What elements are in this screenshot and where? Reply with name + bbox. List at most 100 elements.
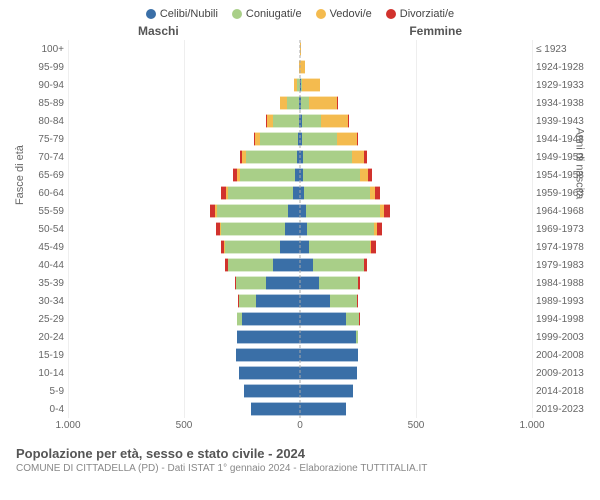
bar-segment	[348, 114, 349, 128]
age-label: 35-39	[10, 274, 64, 292]
bar-segment	[300, 294, 330, 308]
bar-segment	[300, 312, 346, 326]
bar-segment	[346, 312, 359, 326]
legend-label: Vedovi/e	[330, 8, 372, 20]
bar-segment	[300, 366, 357, 380]
age-label: 75-79	[10, 130, 64, 148]
bar-segment	[236, 276, 266, 290]
legend-label: Coniugati/e	[246, 8, 302, 20]
bar-segment	[225, 240, 281, 254]
bar-segment	[313, 258, 364, 272]
bar-segment	[288, 204, 300, 218]
age-label: 5-9	[10, 382, 64, 400]
age-label: 20-24	[10, 328, 64, 346]
birth-year-label: 1939-1943	[536, 112, 590, 130]
age-label: 30-34	[10, 292, 64, 310]
bar-segment	[357, 132, 358, 146]
bar-segment	[242, 312, 300, 326]
bar-segment	[217, 204, 289, 218]
bar-segment	[303, 150, 352, 164]
bar-segment	[246, 150, 297, 164]
bar-segment	[280, 240, 300, 254]
bar-segment	[309, 240, 369, 254]
bar-segment	[302, 132, 337, 146]
birth-year-label: 1964-1968	[536, 202, 590, 220]
birth-year-label: 1954-1958	[536, 166, 590, 184]
bar-segment	[273, 114, 299, 128]
legend: Celibi/Nubili Coniugati/e Vedovi/e Divorzia…	[8, 8, 592, 20]
age-label: 55-59	[10, 202, 64, 220]
grid-line	[532, 40, 533, 418]
male-label: Maschi	[138, 24, 179, 38]
x-tick-label: 1.000	[55, 420, 80, 431]
birth-year-label: 1959-1963	[536, 184, 590, 202]
bar-segment	[300, 402, 346, 416]
birth-year-label: 1924-1928	[536, 58, 590, 76]
bar-segment	[287, 96, 300, 110]
chart-footer: Popolazione per età, sesso e stato civil…	[16, 446, 584, 474]
birth-year-label: 1974-1978	[536, 238, 590, 256]
bar-segment	[302, 78, 319, 92]
bar-segment	[228, 258, 273, 272]
bar-segment	[356, 330, 358, 344]
bar-segment	[256, 294, 300, 308]
birth-year-label: 1999-2003	[536, 328, 590, 346]
bar-segment	[300, 240, 309, 254]
bar-segment	[337, 132, 357, 146]
birth-year-label: 1984-1988	[536, 274, 590, 292]
x-tick-label: 500	[408, 420, 425, 431]
x-tick-label: 1.000	[519, 420, 544, 431]
age-label: 10-14	[10, 364, 64, 382]
bar-segment	[303, 168, 360, 182]
age-label: 70-74	[10, 148, 64, 166]
legend-swatch	[232, 9, 242, 19]
legend-swatch	[146, 9, 156, 19]
bar-segment	[375, 186, 380, 200]
birth-year-label: 1979-1983	[536, 256, 590, 274]
legend-label: Divorziati/e	[400, 8, 454, 20]
bar-segment	[306, 204, 380, 218]
birth-year-label: 1969-1973	[536, 220, 590, 238]
bar-segment	[364, 258, 367, 272]
age-label: 85-89	[10, 94, 64, 112]
bar-segment	[228, 186, 293, 200]
birth-year-label: 2014-2018	[536, 382, 590, 400]
bar-segment	[236, 348, 300, 362]
bar-segment	[304, 186, 370, 200]
bar-segment	[237, 330, 300, 344]
bar-segment	[371, 240, 376, 254]
bar-segment	[321, 114, 348, 128]
birth-year-label: 1994-1998	[536, 310, 590, 328]
age-label: 95-99	[10, 58, 64, 76]
bar-segment	[368, 168, 371, 182]
bar-segment	[300, 258, 313, 272]
age-label: 90-94	[10, 76, 64, 94]
bar-segment	[357, 294, 358, 308]
chart-title: Popolazione per età, sesso e stato civil…	[16, 446, 584, 461]
bar-segment	[300, 60, 305, 74]
center-axis-line	[300, 40, 301, 418]
bar-segment	[364, 150, 366, 164]
age-label: 100+	[10, 40, 64, 58]
birth-year-label: 1934-1938	[536, 94, 590, 112]
legend-item: Coniugati/e	[232, 8, 302, 20]
x-tick-label: 500	[176, 420, 193, 431]
age-label: 25-29	[10, 310, 64, 328]
bar-segment	[239, 294, 256, 308]
bar-segment	[260, 132, 298, 146]
bar-segment	[301, 96, 309, 110]
bar-segment	[358, 276, 360, 290]
legend-swatch	[316, 9, 326, 19]
birth-year-label: 1949-1953	[536, 148, 590, 166]
bar-segment	[239, 366, 300, 380]
x-tick-label: 0	[297, 420, 303, 431]
birth-year-label: 1929-1933	[536, 76, 590, 94]
chart-subtitle: COMUNE DI CITTADELLA (PD) - Dati ISTAT 1…	[16, 463, 584, 474]
bar-segment	[302, 114, 322, 128]
bar-segment	[307, 222, 374, 236]
bar-segment	[240, 168, 296, 182]
birth-year-label: 1944-1948	[536, 130, 590, 148]
age-label: 60-64	[10, 184, 64, 202]
legend-label: Celibi/Nubili	[160, 8, 218, 20]
birth-year-label: 2019-2023	[536, 400, 590, 418]
